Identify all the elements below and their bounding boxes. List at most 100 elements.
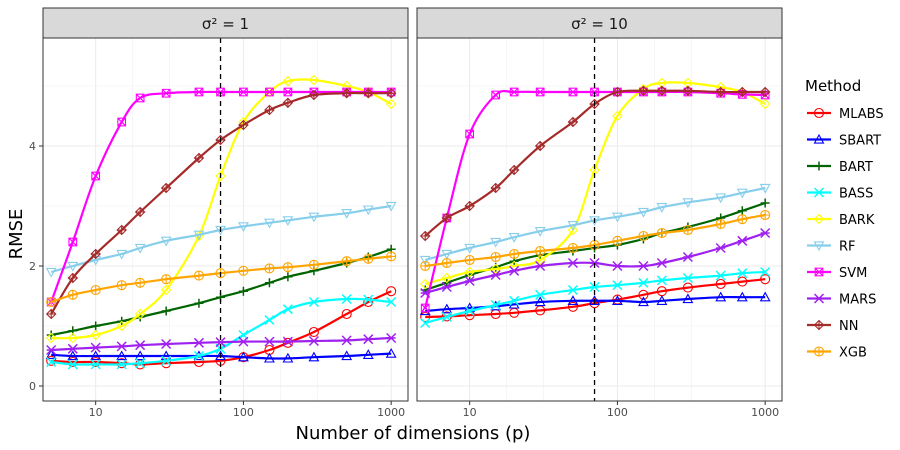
data-point — [161, 358, 172, 369]
data-point — [308, 326, 319, 338]
legend-item-nn: NN — [807, 319, 858, 334]
data-point — [509, 265, 520, 276]
data-point — [363, 294, 374, 305]
data-point — [308, 74, 320, 86]
data-point — [282, 352, 294, 363]
data-point — [737, 86, 748, 98]
legend-item-xgb: XGB — [807, 346, 867, 361]
data-point — [91, 321, 101, 331]
gridlines — [417, 38, 782, 401]
data-point — [535, 289, 546, 300]
data-point — [193, 350, 204, 362]
data-point — [682, 85, 694, 97]
data-point — [282, 216, 294, 227]
data-point — [386, 286, 397, 297]
data-point — [464, 266, 475, 278]
data-point — [611, 212, 623, 223]
data-point — [161, 88, 171, 98]
data-point — [134, 308, 146, 320]
data-point — [419, 278, 431, 290]
data-point — [491, 90, 501, 100]
data-point — [760, 227, 771, 239]
data-point — [116, 320, 127, 332]
data-point — [238, 286, 248, 296]
data-point — [490, 263, 501, 275]
data-point — [161, 338, 172, 350]
data-point — [341, 335, 352, 346]
data-point — [161, 355, 172, 366]
data-point — [282, 75, 294, 87]
data-point — [715, 193, 727, 204]
legend-label: MARS — [839, 293, 876, 308]
legend-title: Method — [805, 77, 861, 95]
data-point — [534, 296, 546, 307]
data-point — [589, 216, 600, 227]
x-tick-label: 10 — [89, 406, 103, 419]
legend-label: RF — [839, 240, 856, 255]
data-point — [420, 303, 430, 313]
data-point — [419, 255, 431, 266]
data-point — [264, 314, 275, 326]
data-point — [760, 209, 771, 221]
data-point — [441, 281, 452, 293]
data-point — [465, 129, 475, 139]
data-point — [385, 98, 397, 110]
data-point — [282, 337, 293, 348]
data-point — [715, 278, 726, 290]
data-point — [441, 311, 452, 323]
data-point — [265, 87, 274, 97]
data-point — [464, 243, 476, 254]
data-point — [464, 275, 475, 287]
data-point — [341, 308, 352, 320]
data-point — [534, 140, 546, 152]
data-point — [385, 87, 397, 99]
data-point — [282, 97, 294, 109]
data-point — [420, 287, 431, 299]
data-point — [509, 295, 520, 306]
data-point — [134, 243, 146, 254]
panel-border — [416, 37, 783, 402]
data-point — [490, 299, 501, 311]
data-point — [759, 98, 771, 110]
data-point — [67, 272, 79, 284]
data-point — [363, 296, 374, 308]
legend-key-marker — [813, 319, 825, 331]
data-point — [737, 235, 748, 246]
data-point — [535, 87, 545, 97]
legend-key-marker — [813, 241, 825, 252]
data-point — [264, 104, 275, 116]
series-line — [51, 290, 392, 366]
data-point — [589, 281, 600, 293]
data-point — [682, 272, 693, 284]
data-point — [215, 350, 226, 361]
series-mlabs — [46, 286, 397, 370]
data-point — [656, 203, 668, 213]
x-tick-label: 100 — [607, 406, 628, 419]
data-point — [682, 293, 694, 304]
data-point — [759, 183, 771, 194]
data-point — [420, 311, 431, 323]
data-point — [567, 116, 579, 128]
data-point — [116, 359, 127, 370]
y-tick-label: 0 — [29, 380, 36, 393]
data-point — [441, 272, 453, 284]
x-tick-label: 1000 — [377, 406, 405, 419]
series-line — [424, 81, 766, 286]
data-point — [193, 152, 205, 164]
data-point — [238, 336, 249, 347]
data-point — [308, 296, 319, 308]
data-point — [308, 89, 320, 101]
data-point — [135, 340, 146, 351]
data-point — [682, 282, 693, 293]
data-point — [656, 275, 667, 286]
data-point — [509, 248, 520, 260]
data-point — [308, 335, 319, 347]
data-point — [283, 272, 293, 282]
data-point — [68, 237, 78, 247]
data-point — [282, 304, 293, 315]
facet-strip — [42, 7, 409, 39]
data-point — [737, 206, 747, 216]
data-point — [193, 356, 204, 368]
data-point — [193, 270, 204, 281]
data-point — [638, 260, 649, 272]
